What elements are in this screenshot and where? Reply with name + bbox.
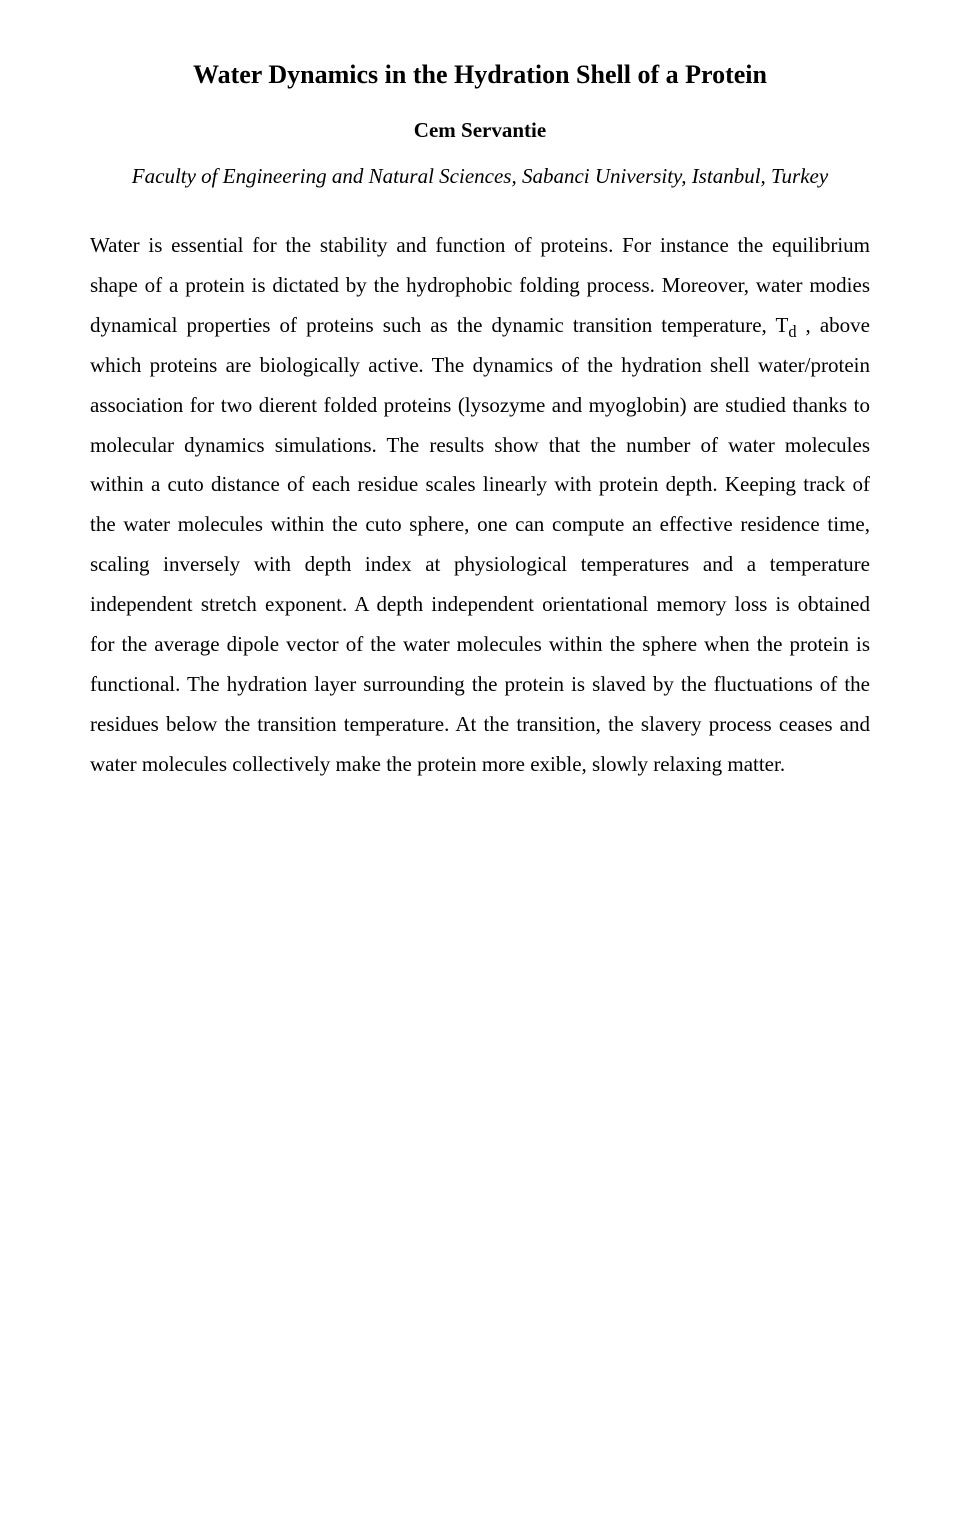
body-part-a: Water is essential for the stability and… [90,233,870,337]
subscript-d: d [788,322,796,341]
author-name: Cem Servantie [90,118,870,143]
abstract-body: Water is essential for the stability and… [90,226,870,784]
page: Water Dynamics in the Hydration Shell of… [0,0,960,1537]
paper-title: Water Dynamics in the Hydration Shell of… [90,58,870,92]
affiliation: Faculty of Engineering and Natural Scien… [90,163,870,190]
body-part-b: , above which proteins are biologically … [90,313,870,776]
